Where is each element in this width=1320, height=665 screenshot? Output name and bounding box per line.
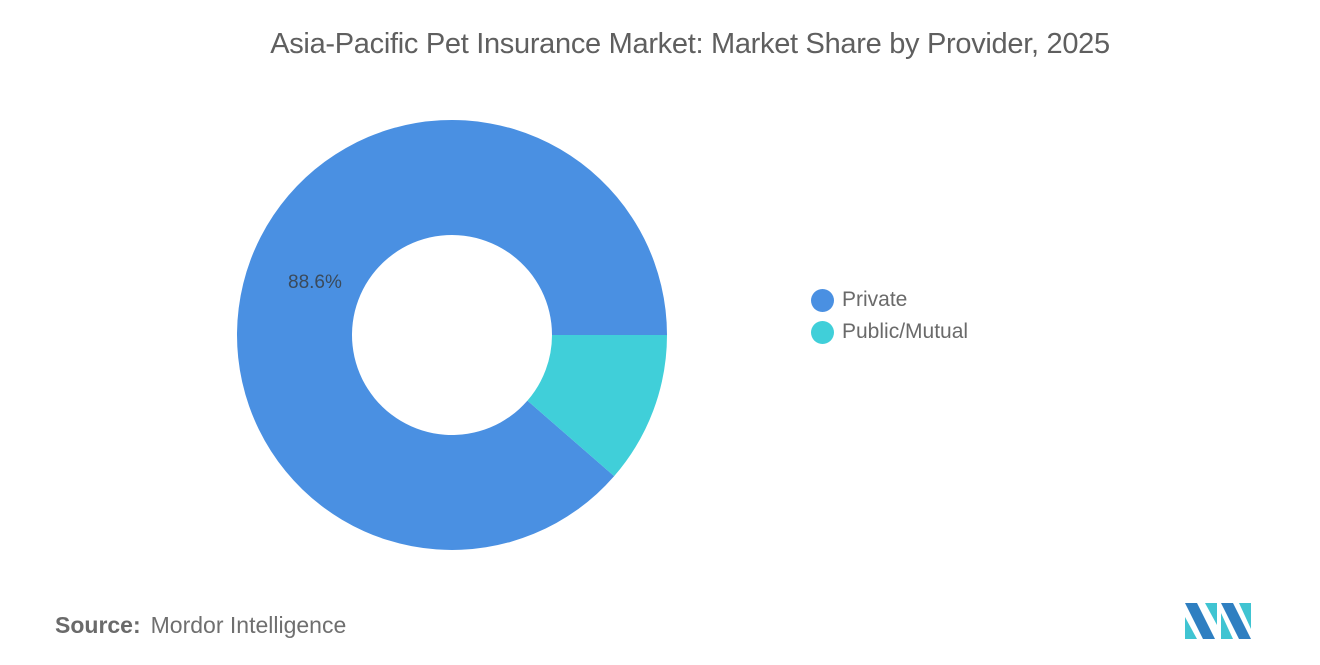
legend-label-public-mutual: Public/Mutual: [842, 320, 969, 343]
legend-item-private[interactable]: Private: [811, 284, 968, 316]
source-key: Source:: [55, 612, 141, 638]
legend-item-public-mutual[interactable]: Public/Mutual: [811, 316, 968, 348]
slice-private[interactable]: [236, 119, 667, 550]
chart-title: Asia-Pacific Pet Insurance Market: Marke…: [270, 28, 1110, 60]
source-value: Mordor Intelligence: [150, 612, 347, 638]
source-note: Source: Mordor Intelligence: [55, 612, 346, 639]
legend: Private Public/Mutual: [811, 284, 968, 348]
legend-label-private: Private: [842, 288, 908, 311]
data-label-private: 88.6%: [288, 272, 342, 293]
slice-public-mutual[interactable]: [527, 335, 667, 477]
legend-swatch-private-icon: [811, 288, 834, 312]
mordor-intelligence-logo-icon: [1185, 603, 1251, 639]
legend-swatch-public-mutual-icon: [811, 320, 834, 344]
